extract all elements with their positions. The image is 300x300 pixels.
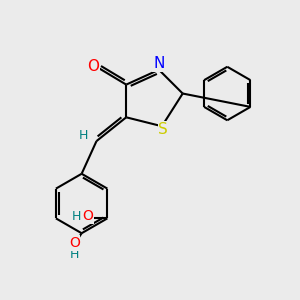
Text: O: O xyxy=(82,209,94,223)
Text: O: O xyxy=(69,236,80,250)
Text: S: S xyxy=(158,122,168,137)
Text: H: H xyxy=(78,129,88,142)
Text: N: N xyxy=(153,56,165,71)
Text: H: H xyxy=(71,210,81,223)
Text: H: H xyxy=(70,248,79,261)
Text: O: O xyxy=(88,59,100,74)
